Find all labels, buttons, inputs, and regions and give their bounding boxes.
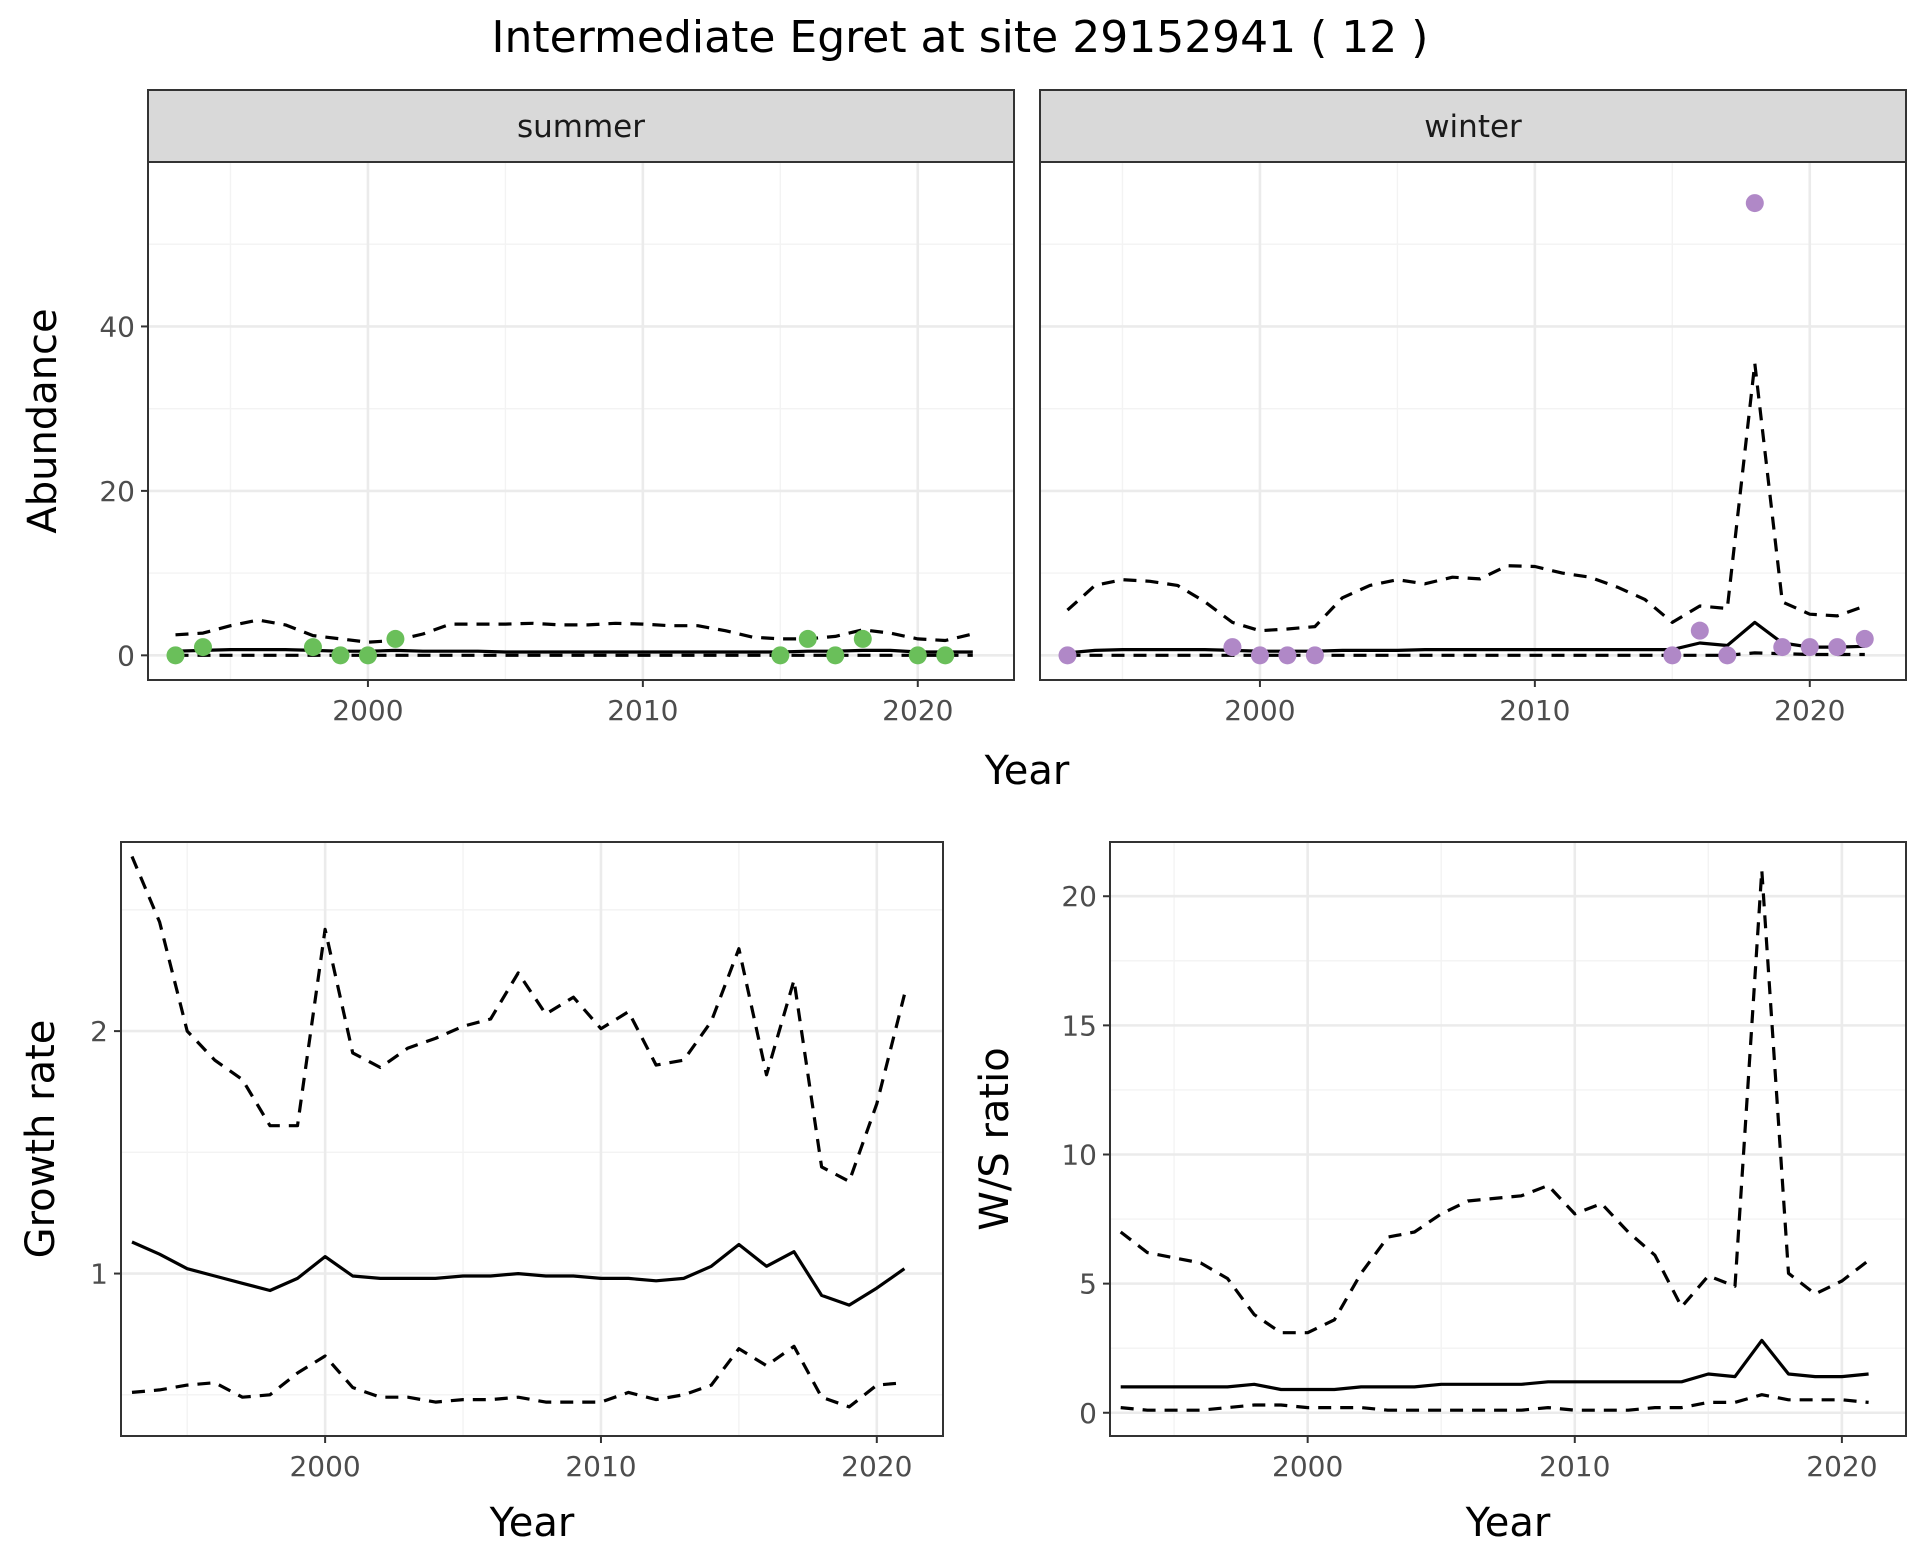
upper-bound-line [130, 855, 906, 1183]
y-tick-label: 10 [1061, 1138, 1097, 1171]
facet-summer: summer 2000 2010 2020 0 20 40 [99, 89, 1015, 727]
observed-point [1663, 646, 1682, 665]
facet-strip [147, 89, 1015, 163]
x-tick-label: 2000 [1224, 694, 1295, 727]
observed-point [1718, 646, 1737, 665]
observed-point [936, 646, 955, 665]
x-tick-label: 2020 [841, 1450, 912, 1483]
observed-point [331, 646, 350, 665]
growth-rate-chart: 2000 2010 2020 1 2 Year Growth rate [18, 841, 944, 1546]
y-tick-label: 1 [90, 1258, 108, 1291]
grid [1040, 161, 1906, 680]
observed-point [1058, 646, 1077, 665]
grid [148, 161, 1014, 680]
observed-point [1278, 646, 1297, 665]
x-tick-label: 2020 [1806, 1450, 1877, 1483]
y-tick-label: 40 [99, 310, 135, 343]
facet-winter: winter 2000 2010 2020 [1039, 89, 1907, 727]
observed-point [303, 638, 322, 657]
observed-point [386, 629, 405, 648]
x-tick-label: 2020 [1774, 694, 1845, 727]
observed-point [1250, 646, 1269, 665]
ws-ratio-chart: 2000 2010 2020 0 5 10 15 20 Year W/S ratio [972, 841, 1907, 1546]
y-tick-label: 5 [1079, 1268, 1097, 1301]
upper-bound-line [1119, 868, 1870, 1335]
upper-bound-line [175, 618, 974, 644]
observed-point [1800, 638, 1819, 657]
y-tick-label: 0 [117, 639, 135, 672]
estimate-line [175, 648, 973, 654]
y-axis-title: W/S ratio [972, 1047, 1018, 1230]
observed-point [798, 629, 817, 648]
x-tick-label: 2000 [332, 694, 403, 727]
panel-border [147, 161, 1015, 681]
lower-bound-line [131, 1344, 905, 1409]
x-tick-label: 2010 [565, 1450, 636, 1483]
x-tick-label: 2000 [289, 1450, 360, 1483]
observed-point [853, 629, 872, 648]
facet-label: winter [1424, 109, 1522, 145]
observed-point [1690, 621, 1709, 640]
x-tick-label: 2020 [882, 694, 953, 727]
observed-point [1745, 194, 1764, 213]
panel-border [120, 841, 944, 1437]
x-tick-label: 2010 [1499, 694, 1570, 727]
x-tick-label: 2010 [607, 694, 678, 727]
facet-label: summer [517, 109, 645, 145]
estimate-line [131, 1240, 906, 1307]
observed-points [1058, 194, 1874, 665]
observed-point [358, 646, 377, 665]
grid [121, 842, 943, 1436]
y-tick-label: 2 [90, 1015, 108, 1048]
y-axis-title: Abundance [20, 308, 66, 533]
abundance-chart: summer 2000 2010 2020 0 20 40 winter 2000 2010 202… [20, 89, 1907, 794]
grid [1110, 842, 1906, 1436]
x-tick-label: 2000 [1272, 1450, 1343, 1483]
facet-strip [1039, 89, 1907, 163]
observed-point [1828, 638, 1847, 657]
y-tick-label: 0 [1079, 1397, 1097, 1430]
observed-point [771, 646, 790, 665]
x-axis-title: Year [1465, 1500, 1551, 1546]
observed-point [1773, 638, 1792, 657]
observed-points [166, 629, 955, 665]
observed-point [1223, 638, 1242, 657]
observed-point [826, 646, 845, 665]
lower-bound-line [1120, 1393, 1869, 1412]
y-tick-label: 20 [1061, 880, 1097, 913]
figure-title: Intermediate Egret at site 29152941 ( 12… [492, 12, 1429, 63]
observed-point [1305, 646, 1324, 665]
x-axis-title: Year [984, 748, 1070, 794]
observed-point [193, 638, 212, 657]
estimate-line [1120, 1338, 1869, 1392]
x-tick-label: 2010 [1539, 1450, 1610, 1483]
y-axis-title: Growth rate [18, 1020, 64, 1259]
observed-point [908, 646, 927, 665]
estimate-line [1067, 620, 1865, 655]
y-tick-label: 15 [1061, 1009, 1097, 1042]
upper-bound-line [1066, 361, 1866, 633]
x-axis-title: Year [489, 1500, 575, 1546]
observed-point [166, 646, 185, 665]
panel-border [1109, 841, 1907, 1437]
panel-border [1039, 161, 1907, 681]
observed-point [1855, 629, 1874, 648]
y-tick-label: 20 [99, 475, 135, 508]
